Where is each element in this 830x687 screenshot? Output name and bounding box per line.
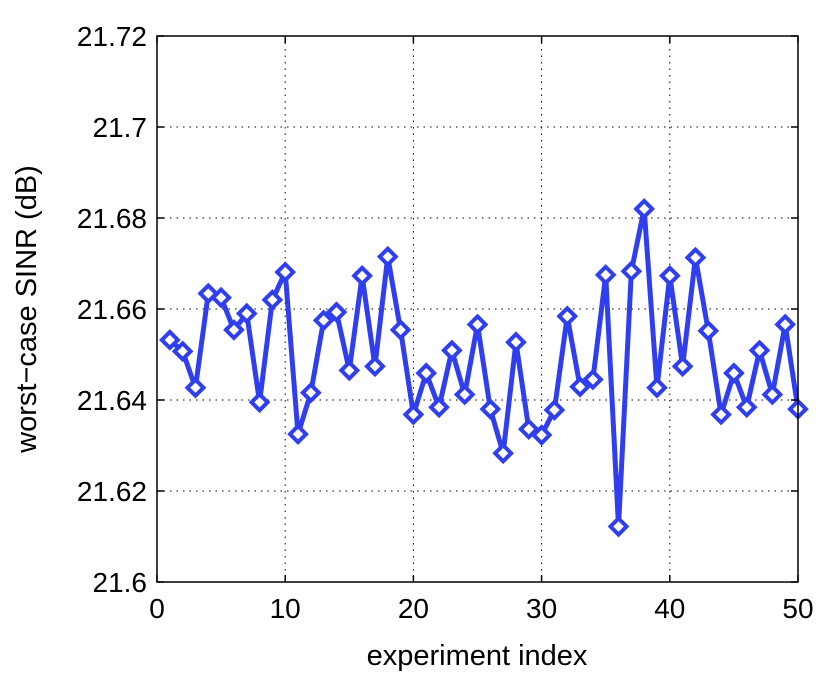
data-point-diamond [607, 515, 630, 538]
data-point-diamond [389, 319, 412, 341]
data-point-diamond [646, 376, 668, 399]
data-point-diamond [748, 339, 771, 362]
y-tick-label: 21.6 [93, 567, 148, 598]
data-point-diamond [312, 309, 335, 332]
data-point-diamond [492, 442, 514, 465]
data-point-diamond [543, 399, 566, 421]
data-point-diamond [158, 329, 181, 351]
y-tick-label: 21.62 [77, 476, 147, 507]
data-point-diamond [428, 396, 450, 419]
data-point-diamond [184, 376, 207, 399]
data-point-diamond [505, 331, 527, 354]
data-point-diamond [351, 264, 373, 287]
x-tick-label: 0 [149, 593, 165, 624]
data-point-diamond [735, 396, 758, 419]
data-series [158, 198, 809, 538]
data-point-diamond [582, 368, 604, 391]
data-point-diamond [466, 313, 489, 336]
x-axis-label: experiment index [367, 640, 588, 672]
axis-ticks: 0 10 20 30 40 5021.621.6221.6421.6621.6821.72… [77, 21, 814, 624]
data-point-diamond [261, 289, 284, 311]
data-point-diamond [248, 391, 271, 414]
data-point-diamond [338, 359, 361, 382]
data-point-diamond [774, 313, 797, 336]
plot-area [157, 36, 798, 582]
data-point-diamond [364, 355, 386, 378]
data-point-diamond [684, 246, 707, 269]
data-point-diamond [300, 381, 322, 404]
data-point-diamond [274, 261, 297, 283]
data-point-diamond [325, 301, 348, 324]
x-tick-label: 30 [526, 593, 557, 624]
data-point-diamond [633, 198, 655, 220]
data-point-diamond [402, 403, 425, 426]
data-point-diamond [530, 424, 553, 446]
y-tick-label: 21.72 [77, 21, 147, 52]
x-tick-label: 50 [782, 593, 813, 624]
data-point-diamond [415, 362, 438, 384]
data-point-diamond [479, 398, 502, 420]
x-tick-label: 20 [398, 593, 429, 624]
data-point-diamond [697, 320, 720, 342]
x-tick-label: 40 [654, 593, 685, 624]
data-point-diamond [441, 339, 463, 362]
data-point-diamond [761, 383, 784, 406]
data-point-diamond [671, 355, 694, 378]
y-tick-label: 21.64 [77, 385, 147, 416]
x-tick-label: 10 [270, 593, 301, 624]
data-point-diamond [235, 302, 258, 325]
data-point-diamond [594, 264, 617, 286]
data-point-diamond [223, 319, 245, 341]
y-tick-label: 21.68 [77, 203, 147, 234]
y-tick-label: 21.66 [77, 294, 147, 325]
data-point-diamond [287, 423, 309, 445]
y-axis-label: worst−case SINR (dB) [11, 165, 43, 454]
data-point-diamond [658, 264, 681, 287]
data-point-diamond [723, 362, 745, 384]
data-point-diamond [710, 403, 732, 426]
data-point-diamond [569, 375, 591, 398]
y-tick-label: 21.7 [93, 112, 148, 143]
data-point-diamond [376, 245, 399, 268]
data-point-diamond [453, 383, 476, 406]
data-point-diamond [556, 305, 579, 328]
data-point-diamond [171, 340, 194, 363]
data-point-diamond [210, 286, 232, 309]
data-point-diamond [620, 260, 643, 283]
